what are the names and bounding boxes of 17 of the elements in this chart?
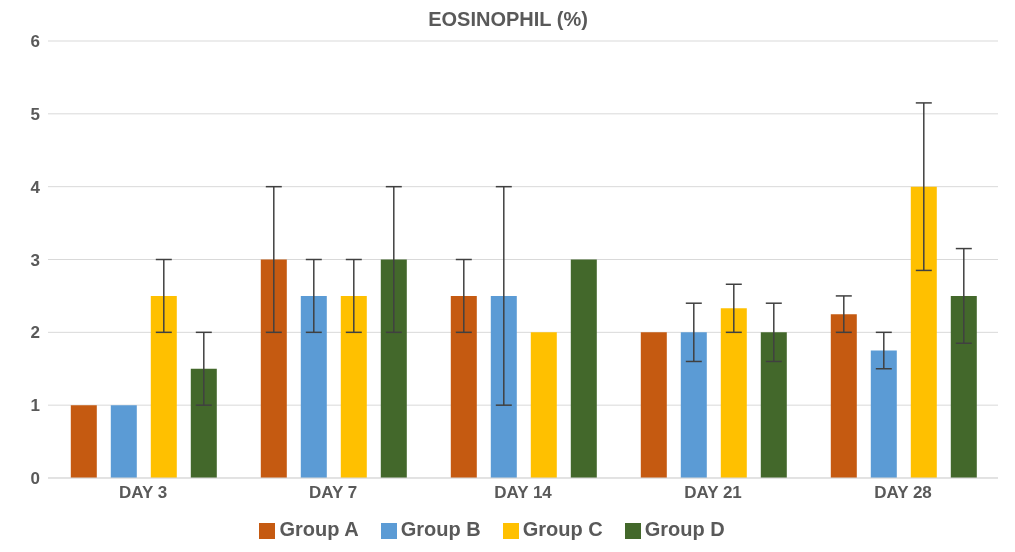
x-tick-label: DAY 7 (308, 483, 358, 503)
y-tick-label: 1 (30, 396, 40, 416)
y-tick-label: 5 (30, 104, 40, 124)
y-tick-label: 2 (30, 323, 40, 343)
legend-label: Group D (644, 518, 725, 540)
x-tick-label: DAY 14 (494, 483, 553, 503)
legend-label: Group C (522, 518, 603, 540)
x-tick-label: DAY 21 (684, 483, 742, 503)
legend-label: Group A (279, 518, 359, 540)
y-tick-label: 0 (30, 469, 40, 489)
chart-title: EOSINOPHIL (%) (427, 8, 589, 31)
y-tick-label: 3 (30, 250, 40, 270)
legend-label: Group B (400, 518, 481, 540)
y-tick-label: 6 (30, 32, 40, 52)
x-tick-label: DAY 28 (874, 483, 932, 503)
x-tick-label: DAY 3 (118, 483, 168, 503)
y-tick-label: 4 (30, 177, 41, 197)
